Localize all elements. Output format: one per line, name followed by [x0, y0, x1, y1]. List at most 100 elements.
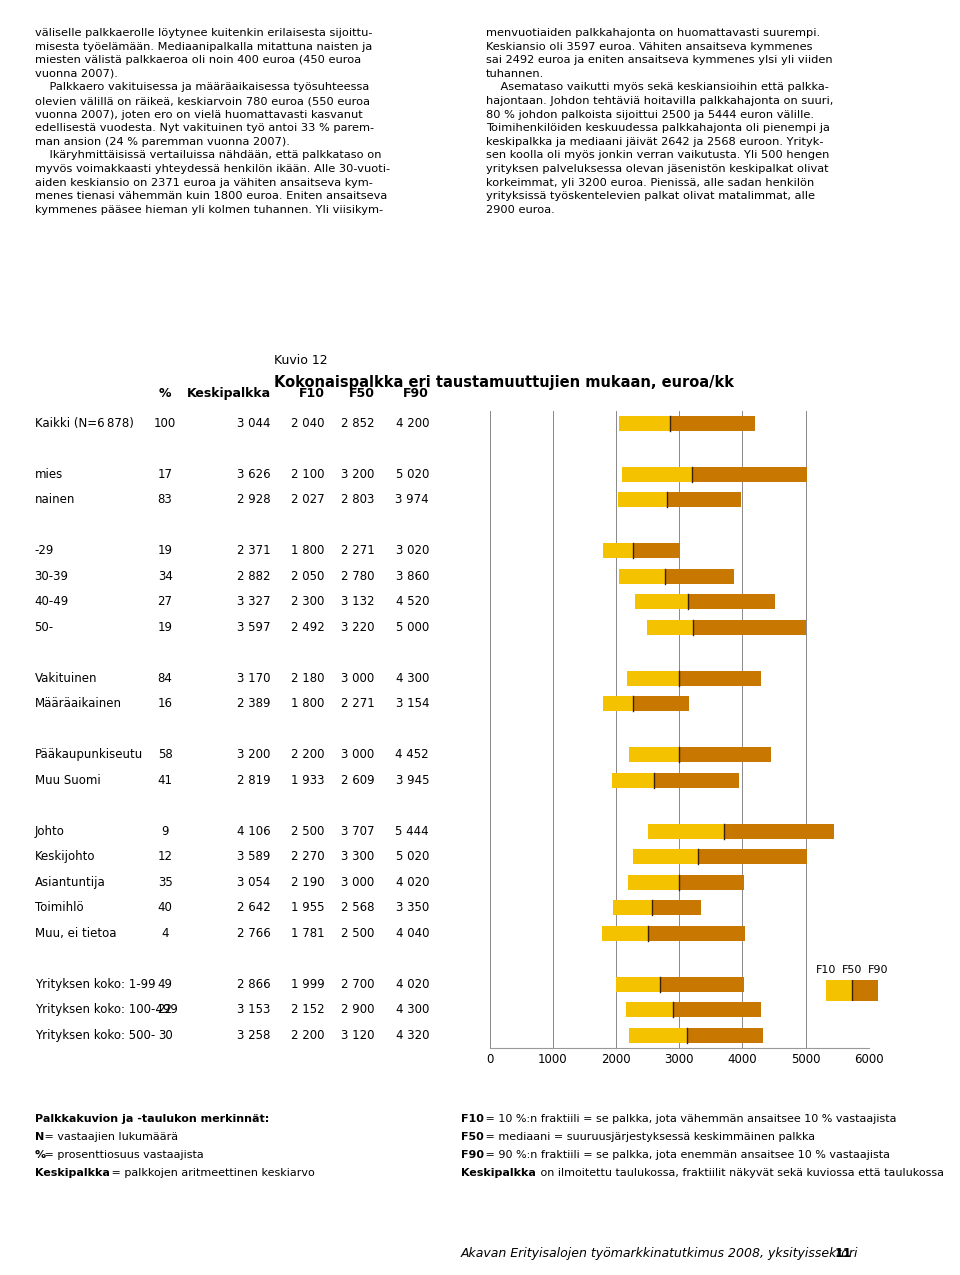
Text: 58: 58 — [157, 748, 173, 761]
Text: 2 642: 2 642 — [237, 901, 271, 914]
Text: 4 020: 4 020 — [396, 876, 429, 889]
Text: 17: 17 — [157, 468, 173, 481]
Text: 2 780: 2 780 — [341, 570, 374, 583]
Bar — [617, 492, 667, 507]
Text: F90: F90 — [403, 388, 429, 400]
Bar — [633, 849, 698, 864]
Text: 2 500: 2 500 — [341, 927, 374, 940]
Bar — [693, 620, 805, 635]
Text: 3 000: 3 000 — [341, 672, 374, 685]
Text: -29: -29 — [35, 544, 54, 557]
Text: Pääkaupunkiseutu: Pääkaupunkiseutu — [35, 748, 143, 761]
Bar — [652, 900, 702, 915]
Text: Yrityksen koko: 100-499: Yrityksen koko: 100-499 — [35, 1003, 178, 1016]
Text: 40: 40 — [157, 901, 173, 914]
Text: Kuvio 12: Kuvio 12 — [274, 354, 327, 367]
Text: 2 371: 2 371 — [237, 544, 271, 557]
Text: Palkkakuvion ja -taulukon merkinnät:: Palkkakuvion ja -taulukon merkinnät: — [35, 1114, 269, 1125]
Bar — [673, 1002, 761, 1017]
Text: 3 054: 3 054 — [237, 876, 271, 889]
Text: Muu Suomi: Muu Suomi — [35, 774, 100, 787]
Text: Muu, ei tietoa: Muu, ei tietoa — [35, 927, 116, 940]
Text: 41: 41 — [157, 774, 173, 787]
Bar — [826, 980, 852, 1001]
Bar — [687, 594, 776, 609]
Text: 2 819: 2 819 — [237, 774, 271, 787]
Text: 1 955: 1 955 — [291, 901, 324, 914]
Text: = mediaani = suuruusjärjestyksessä keskimmäinen palkka: = mediaani = suuruusjärjestyksessä keski… — [482, 1132, 815, 1142]
Text: 5 020: 5 020 — [396, 468, 429, 481]
Text: 30-39: 30-39 — [35, 570, 68, 583]
Text: 1 800: 1 800 — [291, 544, 324, 557]
Text: 22: 22 — [157, 1003, 173, 1016]
Text: = 90 %:n fraktiili = se palkka, jota enemmän ansaitsee 10 % vastaajista: = 90 %:n fraktiili = se palkka, jota ene… — [482, 1150, 890, 1160]
Bar — [618, 416, 670, 431]
Text: Vakituinen: Vakituinen — [35, 672, 97, 685]
Text: 2 852: 2 852 — [341, 417, 374, 430]
Text: 83: 83 — [157, 493, 173, 506]
Text: 2 300: 2 300 — [291, 595, 324, 608]
Text: 2 609: 2 609 — [341, 774, 374, 787]
Text: 2 271: 2 271 — [341, 544, 374, 557]
Text: 3 327: 3 327 — [237, 595, 271, 608]
Text: Kokonaispalkka eri taustamuuttujien mukaan, euroa/kk: Kokonaispalkka eri taustamuuttujien muka… — [274, 375, 733, 390]
Bar — [629, 747, 680, 762]
Text: 3 974: 3 974 — [396, 493, 429, 506]
Text: = 10 %:n fraktiili = se palkka, jota vähemmän ansaitsee 10 % vastaajista: = 10 %:n fraktiili = se palkka, jota väh… — [482, 1114, 896, 1125]
Text: 3 597: 3 597 — [237, 621, 271, 634]
Text: 16: 16 — [157, 697, 173, 710]
Text: 3 200: 3 200 — [341, 468, 374, 481]
Text: F10: F10 — [299, 388, 324, 400]
Bar — [628, 671, 679, 686]
Text: Asiantuntija: Asiantuntija — [35, 876, 106, 889]
Text: Keskipalkka: Keskipalkka — [186, 388, 271, 400]
Bar — [604, 696, 634, 711]
Text: 2 200: 2 200 — [291, 748, 324, 761]
Text: 3 258: 3 258 — [237, 1029, 271, 1042]
Bar — [626, 1002, 673, 1017]
Text: F10: F10 — [461, 1114, 484, 1125]
Text: F50: F50 — [348, 388, 374, 400]
Text: 3 860: 3 860 — [396, 570, 429, 583]
Text: F90: F90 — [868, 965, 889, 975]
Text: 3 132: 3 132 — [341, 595, 374, 608]
Text: 1 781: 1 781 — [291, 927, 324, 940]
Bar — [613, 900, 652, 915]
Text: 2 700: 2 700 — [341, 978, 374, 991]
Bar — [686, 1028, 762, 1043]
Text: 2 050: 2 050 — [291, 570, 324, 583]
Bar — [724, 824, 833, 839]
Text: 3 707: 3 707 — [341, 825, 374, 838]
Bar — [629, 1028, 686, 1043]
Text: 4 300: 4 300 — [396, 672, 429, 685]
Text: 2 152: 2 152 — [291, 1003, 324, 1016]
Bar — [680, 747, 771, 762]
Bar — [852, 980, 878, 1001]
Text: Keskijohto: Keskijohto — [35, 850, 95, 863]
Text: 4 020: 4 020 — [396, 978, 429, 991]
Text: Akavan Erityisalojen työmarkkinatutkimus 2008, yksityissektori: Akavan Erityisalojen työmarkkinatutkimus… — [461, 1247, 858, 1260]
Bar — [647, 620, 693, 635]
Text: Määräaikainen: Määräaikainen — [35, 697, 122, 710]
Text: 1 933: 1 933 — [291, 774, 324, 787]
Text: Johto: Johto — [35, 825, 64, 838]
Text: = prosenttiosuus vastaajista: = prosenttiosuus vastaajista — [41, 1150, 204, 1160]
Text: %: % — [35, 1150, 46, 1160]
Text: 5 000: 5 000 — [396, 621, 429, 634]
Text: F90: F90 — [461, 1150, 484, 1160]
Text: 2 500: 2 500 — [291, 825, 324, 838]
Text: 1 999: 1 999 — [291, 978, 324, 991]
Text: = palkkojen aritmeettinen keskiarvo: = palkkojen aritmeettinen keskiarvo — [108, 1168, 315, 1178]
Text: 2 866: 2 866 — [237, 978, 271, 991]
Text: Keskipalkka: Keskipalkka — [35, 1168, 109, 1178]
Text: 2 766: 2 766 — [237, 927, 271, 940]
Text: 19: 19 — [157, 621, 173, 634]
Text: 5 020: 5 020 — [396, 850, 429, 863]
Text: 2 389: 2 389 — [237, 697, 271, 710]
Text: 4 320: 4 320 — [396, 1029, 429, 1042]
Bar — [604, 543, 634, 558]
Text: 2 882: 2 882 — [237, 570, 271, 583]
Text: 3 626: 3 626 — [237, 468, 271, 481]
Text: 2 803: 2 803 — [341, 493, 374, 506]
Text: F10: F10 — [815, 965, 836, 975]
